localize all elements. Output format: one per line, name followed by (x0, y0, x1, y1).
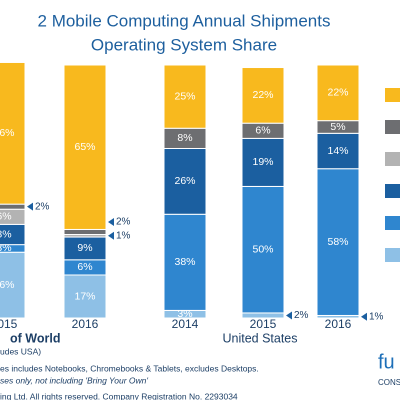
bar-segment (241, 312, 285, 319)
bar-segment (63, 274, 107, 319)
value-label: 8% (177, 132, 192, 144)
legend-swatch (385, 152, 400, 166)
label-arrow (108, 231, 114, 240)
value-label: 14% (327, 145, 348, 157)
value-label: 65% (74, 141, 95, 153)
bar-segment (0, 203, 26, 210)
group-label: of World (10, 331, 60, 345)
bar-segment (241, 67, 285, 124)
label-arrow (27, 202, 33, 211)
logo-sub: CONS (378, 378, 400, 387)
bar-segment (316, 132, 360, 170)
group-sublabel: udes USA) (0, 346, 41, 356)
bar-segment (163, 64, 207, 129)
value-label: 56% (0, 127, 15, 139)
value-label: 5% (330, 121, 345, 133)
value-label: 22% (327, 87, 348, 99)
bar-segment (0, 61, 26, 205)
label-arrow (286, 311, 292, 320)
x-tick-label: 2015 (250, 317, 277, 331)
bar-segment (316, 64, 360, 122)
value-label: 22% (252, 89, 273, 101)
x-tick-label: 2014 (172, 317, 199, 331)
value-label: 1% (116, 230, 131, 241)
bar-segment (163, 147, 207, 215)
value-label: 58% (327, 236, 348, 248)
value-label: 17% (74, 290, 95, 302)
copyright: ing Ltd. All rights reserved. Company Re… (0, 391, 238, 400)
x-tick-label: 2016 (325, 317, 352, 331)
bar-segment (63, 64, 107, 230)
value-label: 38% (174, 256, 195, 268)
legend-swatch (385, 184, 400, 198)
chart-subtitle: Operating System Share (91, 35, 277, 54)
value-label: 2% (35, 201, 50, 212)
value-label: 26% (0, 279, 15, 291)
footnote: ses only, not including 'Bring Your Own' (0, 375, 148, 385)
value-label: 6% (77, 261, 92, 273)
value-label: 6% (0, 211, 12, 223)
logo: fu (378, 351, 395, 373)
value-label: 25% (174, 90, 195, 102)
legend-swatch (385, 88, 400, 102)
value-label: 6% (255, 125, 270, 137)
value-label: 50% (252, 243, 273, 255)
chart-title: 2 Mobile Computing Annual Shipments (38, 11, 331, 30)
group-label: United States (222, 331, 297, 345)
label-arrow (108, 217, 114, 226)
value-label: 2% (294, 310, 309, 321)
x-tick-label: 2015 (0, 317, 18, 331)
bar-segment (63, 228, 107, 236)
value-label: 26% (174, 175, 195, 187)
bar-segment (163, 213, 207, 311)
bar-segment (241, 137, 285, 187)
value-label: 2% (116, 217, 131, 228)
legend-swatch (385, 216, 400, 230)
label-arrow (361, 312, 367, 321)
value-label: 9% (77, 242, 92, 254)
x-tick-label: 2016 (72, 317, 99, 331)
value-label: 19% (252, 156, 273, 168)
value-label: 3% (177, 308, 192, 320)
legend-swatch (385, 248, 400, 262)
bar-segment (316, 168, 360, 316)
value-label: 3% (0, 242, 12, 254)
value-label: 1% (369, 311, 384, 322)
footnote: es includes Notebooks, Chromebooks & Tab… (0, 363, 259, 373)
value-label: 8% (0, 228, 12, 240)
legend-swatch (385, 120, 400, 134)
bar-segment (0, 251, 26, 319)
